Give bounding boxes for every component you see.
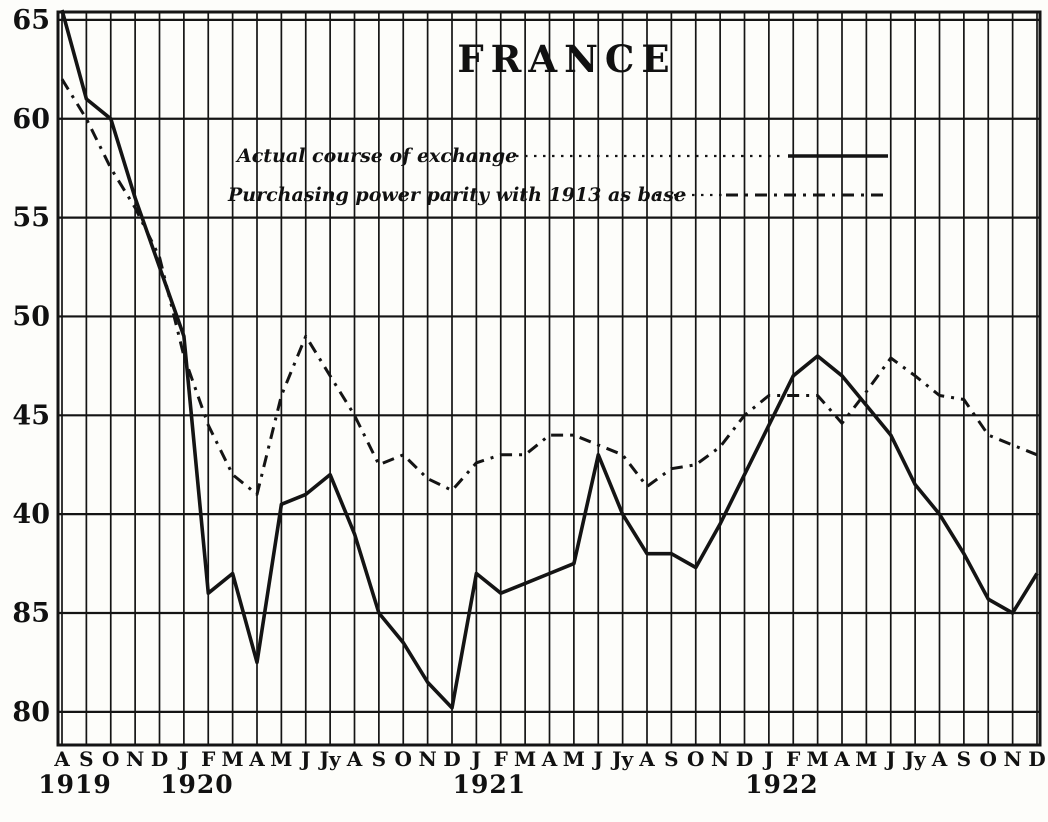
x-axis-month-label: J xyxy=(299,747,310,771)
x-axis-month-label: M xyxy=(807,747,829,771)
x-axis-month-label: D xyxy=(736,747,753,771)
x-axis-month-label: N xyxy=(418,747,436,771)
x-axis-month-label: N xyxy=(126,747,144,771)
x-axis-month-label: A xyxy=(248,747,265,771)
grid-layer xyxy=(58,12,1040,745)
legend-label-actual-exchange: Actual course of exchange xyxy=(235,145,517,167)
x-axis-year-label: 1921 xyxy=(453,770,527,799)
x-axis-month-label: S xyxy=(957,747,971,771)
x-axis-month-label: A xyxy=(931,747,948,771)
x-axis-month-label: S xyxy=(372,747,386,771)
plot-border xyxy=(56,10,1042,747)
x-axis-month-label: D xyxy=(151,747,168,771)
x-axis-year-label: 1919 xyxy=(38,770,112,799)
y-axis-tick-label: 55 xyxy=(12,203,50,234)
x-axis-month-label: O xyxy=(980,747,997,771)
x-axis-month-label: A xyxy=(53,747,70,771)
chart-title: FRANCE xyxy=(457,37,676,81)
x-axis-month-label: O xyxy=(687,747,704,771)
x-axis-month-label: F xyxy=(201,747,215,771)
x-axis-month-label: Jy xyxy=(318,747,342,771)
x-axis-month-label: A xyxy=(541,747,558,771)
x-axis-month-label: N xyxy=(711,747,729,771)
x-axis-month-label: A xyxy=(833,747,850,771)
legend: Actual course of exchange Purchasing pow… xyxy=(227,145,888,206)
x-axis-month-label: J xyxy=(177,747,188,771)
x-axis-year-label: 1922 xyxy=(745,770,819,799)
x-axis-month-label: A xyxy=(346,747,363,771)
legend-label-purchasing-power-parity: Purchasing power parity with 1913 as bas… xyxy=(227,184,686,206)
x-axis-month-label: J xyxy=(762,747,773,771)
x-axis-month-label: M xyxy=(563,747,585,771)
x-axis-month-label: Jy xyxy=(903,747,927,771)
x-axis-month-label: D xyxy=(1028,747,1045,771)
actual-exchange-line xyxy=(60,9,1039,710)
x-axis-year-label: 1920 xyxy=(160,770,234,799)
y-axis-tick-label: 80 xyxy=(12,697,50,728)
x-axis-month-label: M xyxy=(855,747,877,771)
x-axis-month-label: M xyxy=(514,747,536,771)
x-axis-month-label: D xyxy=(443,747,460,771)
x-axis-month-label: M xyxy=(222,747,244,771)
y-axis-tick-label: 60 xyxy=(12,104,50,135)
x-axis-month-label: F xyxy=(786,747,800,771)
x-axis-month-label: O xyxy=(102,747,119,771)
series-layer xyxy=(60,9,1039,710)
x-axis-month-label: Jy xyxy=(610,747,634,771)
x-axis-month-label: A xyxy=(638,747,655,771)
x-axis-month-label: N xyxy=(1003,747,1021,771)
y-axis-tick-label: 85 xyxy=(12,598,50,629)
x-axis-month-label: F xyxy=(494,747,508,771)
y-axis-tick-label: 50 xyxy=(12,301,50,332)
y-axis-tick-label: 45 xyxy=(12,400,50,431)
purchasing-power-parity-line xyxy=(60,78,1038,496)
x-axis-month-label: J xyxy=(884,747,895,771)
x-axis-month-label: M xyxy=(270,747,292,771)
x-axis-month-label: J xyxy=(592,747,603,771)
x-axis-month-label: O xyxy=(395,747,412,771)
y-axis-tick-label: 40 xyxy=(12,499,50,530)
x-axis-month-label: S xyxy=(79,747,93,771)
x-axis-month-label: J xyxy=(470,747,481,771)
y-axis-tick-label: 65 xyxy=(12,5,50,36)
x-axis-month-label: S xyxy=(664,747,678,771)
